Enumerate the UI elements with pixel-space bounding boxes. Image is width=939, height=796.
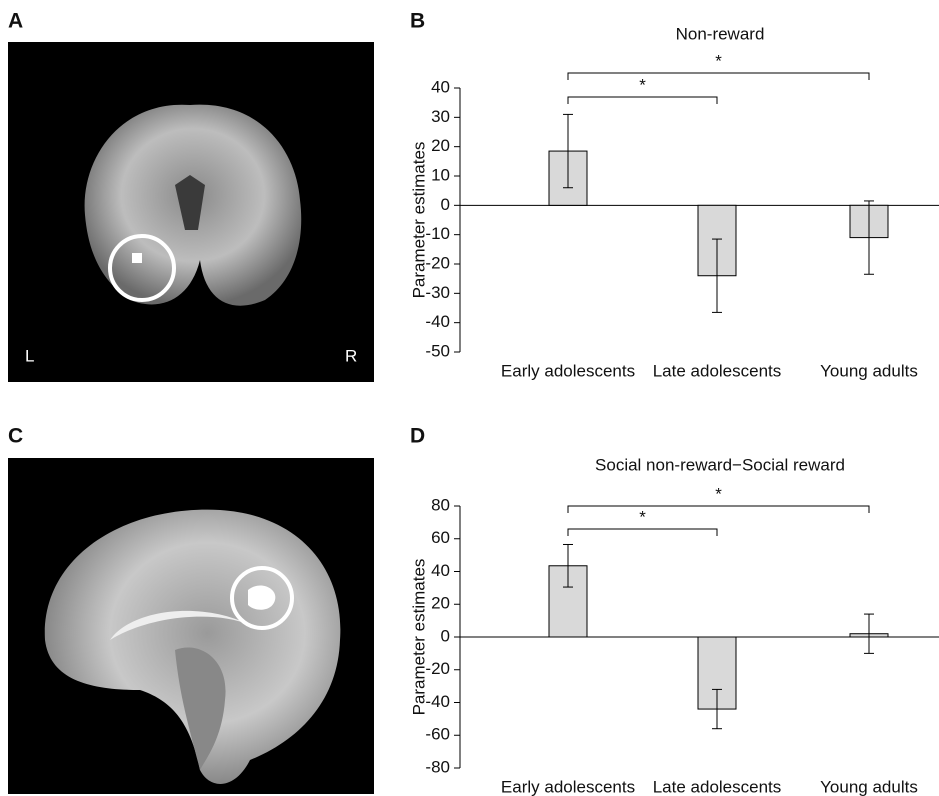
significance-label: * (715, 51, 722, 70)
x-tick-label: Young adults (820, 361, 918, 380)
y-tick-label: -10 (425, 224, 450, 243)
x-tick-label: Early adolescents (501, 361, 635, 380)
y-tick-label: 80 (431, 495, 450, 514)
significance-bracket (567, 96, 718, 104)
y-tick-label: -20 (425, 253, 450, 272)
y-tick-label: -30 (425, 283, 450, 302)
error-bar (563, 543, 573, 588)
y-tick-label: 0 (441, 626, 450, 645)
error-bar (864, 613, 874, 654)
y-tick-label: 0 (441, 195, 450, 214)
brain-image-sagittal (8, 458, 374, 794)
significance-bracket (567, 505, 870, 513)
y-tick-label: 10 (431, 165, 450, 184)
panel-label: C (8, 425, 23, 448)
panel-label: B (410, 10, 425, 33)
y-tick-label: 30 (431, 107, 450, 126)
error-bar (712, 688, 722, 730)
x-tick-label: Late adolescents (653, 361, 782, 380)
significance-bracket (567, 72, 870, 80)
y-tick-label: 60 (431, 528, 450, 547)
panel-label: D (410, 425, 425, 448)
y-tick-label: 40 (431, 77, 450, 96)
y-tick-label: -20 (425, 659, 450, 678)
y-tick-label: 20 (431, 136, 450, 155)
error-bar (864, 200, 874, 275)
image-label: L (25, 346, 34, 365)
y-tick-label: -40 (425, 312, 450, 331)
y-tick-label: 40 (431, 561, 450, 580)
error-bar (563, 113, 573, 189)
significance-label: * (639, 507, 646, 526)
significance-label: * (715, 484, 722, 503)
y-tick-label: -60 (425, 725, 450, 744)
panel-label: A (8, 10, 23, 33)
y-tick-label: -40 (425, 692, 450, 711)
y-tick-label: -50 (425, 341, 450, 360)
x-tick-label: Late adolescents (653, 777, 782, 796)
image-label: R (345, 346, 357, 365)
brain-image-coronal: L R (8, 42, 374, 382)
significance-label: * (639, 75, 646, 94)
y-axis-label: Parameter estimates (409, 559, 428, 716)
error-bar (712, 238, 722, 313)
y-tick-label: 20 (431, 594, 450, 613)
y-axis-label: Parameter estimates (409, 142, 428, 299)
y-tick-label: -80 (425, 757, 450, 776)
significance-bracket (567, 528, 718, 536)
chart-title: Non-reward (676, 24, 765, 43)
x-tick-label: Young adults (820, 777, 918, 796)
chart-title: Social non-reward−Social reward (595, 455, 845, 474)
x-tick-label: Early adolescents (501, 777, 635, 796)
